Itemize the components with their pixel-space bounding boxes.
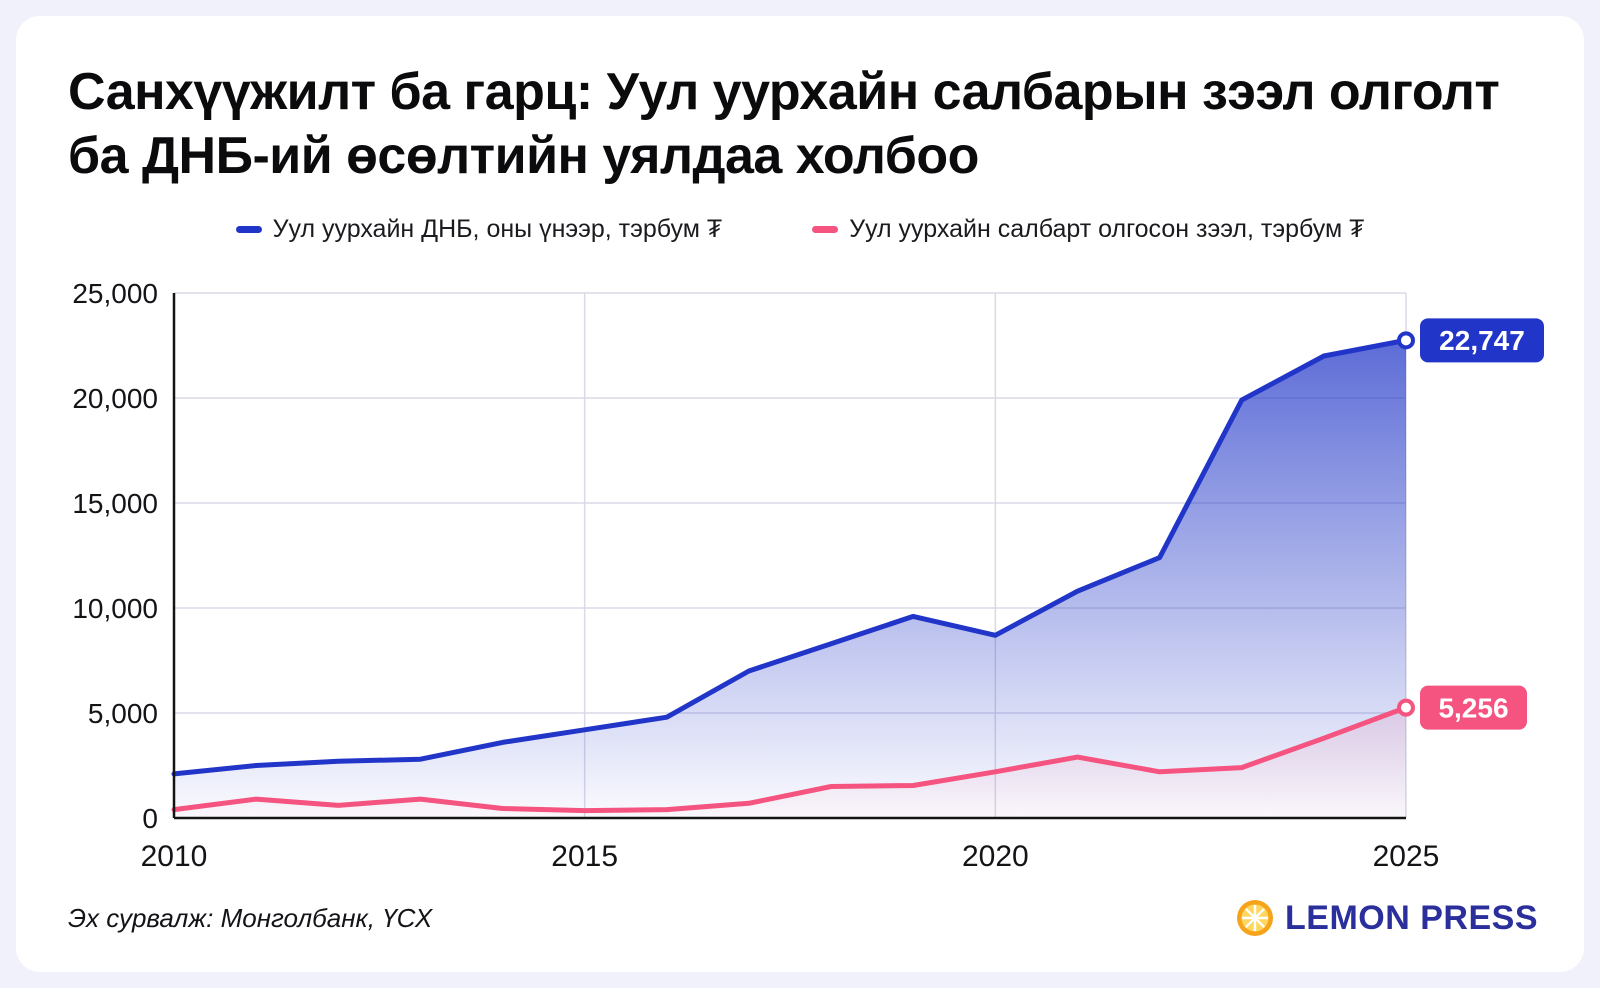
legend: Уул уурхайн ДНБ, оны үнээр, тэрбум ₮ Уул… xyxy=(16,215,1584,244)
legend-item-gdp: Уул уурхайн ДНБ, оны үнээр, тэрбум ₮ xyxy=(235,214,723,244)
footer: Эх сурвалж: Монголбанк, ҮСХ LEMON PRESS xyxy=(68,898,1538,938)
legend-label-loans: Уул уурхайн салбарт олгосон зээл, тэрбум… xyxy=(849,214,1365,243)
area-chart: 22,747 5,256 0 5,000 10,000 15,000 20,000 25,00… xyxy=(72,278,1544,873)
y-tick-label: 10,000 xyxy=(72,593,158,624)
area-series-0 xyxy=(174,340,1406,818)
legend-swatch-blue xyxy=(235,225,262,233)
chart-title: Санхүүжилт ба гарц: Уул уурхайн салбарын… xyxy=(68,63,1500,186)
lemon-icon xyxy=(1237,900,1274,936)
lemon-press-logo: LEMON PRESS xyxy=(1235,898,1538,938)
chart-area: 22,747 5,256 0 5,000 10,000 15,000 20,000 25,00… xyxy=(24,258,1576,903)
x-tick-label: 2020 xyxy=(962,840,1029,873)
infographic-card: Санхүүжилт ба гарц: Уул уурхайн салбарын… xyxy=(16,16,1584,972)
legend-swatch-pink xyxy=(812,225,839,233)
legend-item-loans: Уул уурхайн салбарт олгосон зээл, тэрбум… xyxy=(812,215,1364,244)
y-tick-label: 25,000 xyxy=(72,278,158,309)
source-note: Эх сурвалж: Монголбанк, ҮСХ xyxy=(68,902,433,933)
area-series-1 xyxy=(174,707,1406,818)
x-tick-label: 2025 xyxy=(1373,840,1440,873)
y-tick-label: 0 xyxy=(142,803,158,834)
line-series-1 xyxy=(171,705,1409,814)
value-label-bg-0 xyxy=(1420,318,1544,363)
y-tick-label: 15,000 xyxy=(72,488,158,519)
x-tick-label: 2010 xyxy=(141,840,208,873)
y-tick-label: 5,000 xyxy=(88,698,158,729)
end-dot-series-0 xyxy=(1397,331,1415,350)
line-series-0 xyxy=(171,337,1409,777)
value-label-0: 22,747 xyxy=(1439,325,1525,356)
end-dot-series-1 xyxy=(1397,698,1415,717)
y-tick-label: 20,000 xyxy=(72,383,158,414)
legend-label-gdp: Уул уурхайн ДНБ, оны үнээр, тэрбум ₮ xyxy=(272,214,723,243)
value-label-bg-1 xyxy=(1420,685,1527,730)
x-tick-label: 2015 xyxy=(551,840,618,873)
logo-text: LEMON PRESS xyxy=(1285,898,1538,937)
value-label-1: 5,256 xyxy=(1438,692,1508,723)
